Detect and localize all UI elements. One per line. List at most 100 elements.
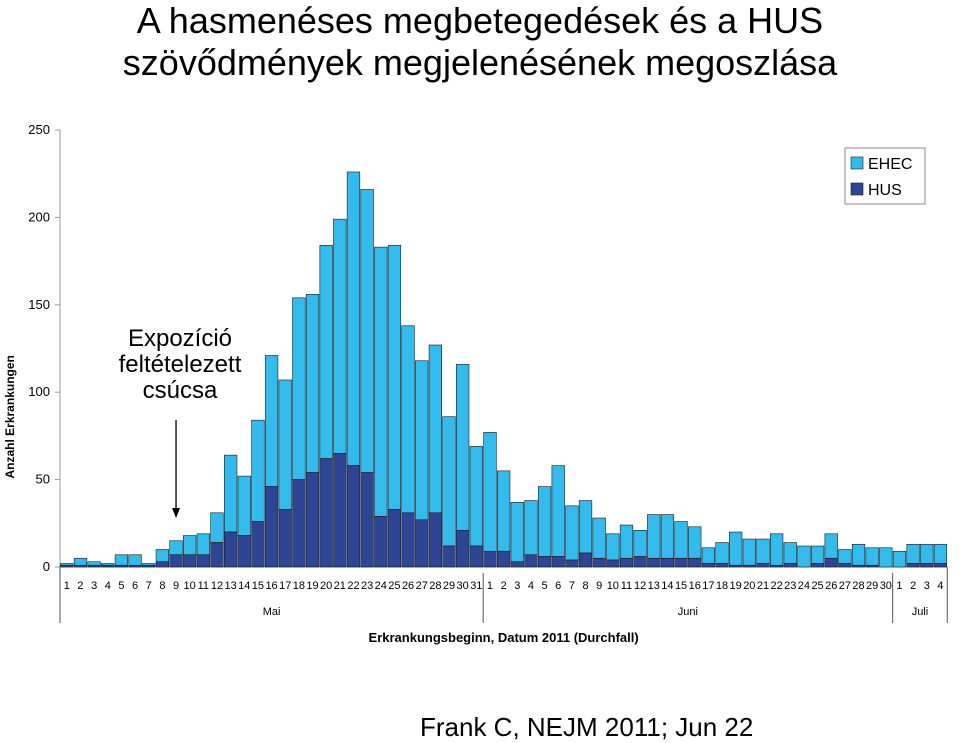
bar-ehec	[606, 533, 620, 561]
bar-ehec	[483, 432, 497, 552]
bar-hus	[688, 557, 702, 568]
slide-title: A hasmenéses megbetegedések és a HUS szö…	[0, 0, 960, 84]
x-tick-label: 15	[252, 580, 264, 592]
bar-ehec	[251, 419, 265, 522]
bar-ehec	[415, 360, 429, 521]
legend-label-ehec: EHEC	[868, 156, 912, 173]
x-tick-label: 29	[443, 580, 455, 592]
bar-hus	[783, 563, 797, 568]
month-label: Mai	[263, 606, 281, 618]
bar-hus	[183, 554, 197, 568]
bar-hus	[606, 559, 620, 568]
bar-ehec	[401, 325, 415, 514]
bar-hus	[305, 472, 320, 568]
legend-swatch-hus	[850, 182, 864, 196]
bar-ehec	[496, 470, 511, 552]
bar-hus	[838, 563, 852, 568]
bar-ehec	[155, 549, 170, 563]
x-tick-label: 20	[320, 580, 332, 592]
y-axis-label: Anzahl Erkrankungen	[3, 355, 17, 478]
bar-ehec	[551, 465, 565, 557]
bar-hus	[510, 561, 524, 568]
bar-hus	[715, 563, 729, 568]
x-tick-label: 8	[582, 580, 588, 592]
x-tick-label: 14	[661, 580, 673, 592]
bar-hus	[319, 458, 333, 568]
bar-ehec	[565, 505, 579, 561]
bar-hus	[660, 557, 675, 568]
bar-hus	[101, 564, 115, 568]
bar-hus	[155, 561, 170, 568]
y-tick-label: 50	[36, 472, 50, 487]
x-tick-label: 4	[105, 580, 111, 592]
bar-hus	[87, 564, 101, 568]
bar-hus	[824, 557, 838, 568]
x-tick-label: 11	[621, 580, 632, 592]
bar-hus	[210, 542, 224, 568]
bar-ehec	[824, 533, 838, 559]
bar-ehec	[647, 514, 661, 559]
x-tick-label: 4	[937, 580, 943, 592]
x-tick-label: 26	[825, 580, 837, 592]
x-tick-label: 5	[542, 580, 548, 592]
bar-ehec	[892, 550, 907, 568]
x-tick-label: 9	[596, 580, 602, 592]
x-tick-label: 3	[91, 580, 97, 592]
bar-ehec	[879, 547, 893, 568]
x-tick-label: 29	[866, 580, 878, 592]
x-tick-label: 20	[743, 580, 755, 592]
bar-ehec	[715, 542, 729, 564]
x-tick-label: 28	[852, 580, 864, 592]
bar-ehec	[633, 529, 647, 557]
bar-hus	[142, 564, 156, 568]
x-tick-label: 30	[880, 580, 892, 592]
bar-hus	[428, 512, 442, 568]
bar-ehec	[73, 557, 88, 566]
bar-hus	[729, 564, 743, 568]
bar-ehec	[346, 171, 361, 466]
bar-ehec	[278, 379, 292, 510]
y-tick-label: 0	[43, 559, 50, 574]
bar-hus	[524, 554, 538, 568]
bar-ehec	[360, 189, 374, 473]
bar-ehec	[920, 543, 934, 564]
bar-hus	[537, 556, 552, 568]
x-tick-label: 4	[528, 580, 534, 592]
bar-hus	[196, 554, 210, 568]
x-tick-label: 6	[132, 580, 138, 592]
x-tick-label: 22	[347, 580, 359, 592]
bar-ehec	[292, 297, 306, 480]
bar-hus	[865, 564, 879, 568]
bar-ehec	[510, 502, 524, 563]
x-tick-label: 10	[607, 580, 619, 592]
bar-ehec	[851, 543, 866, 566]
x-tick-label: 17	[702, 580, 714, 592]
x-tick-label: 27	[839, 580, 851, 592]
x-tick-label: 24	[375, 580, 387, 592]
x-tick-label: 22	[771, 580, 783, 592]
bar-ehec	[578, 500, 593, 554]
bar-hus	[387, 509, 402, 568]
y-tick-label: 200	[28, 209, 50, 224]
bar-hus	[933, 563, 948, 568]
x-tick-label: 3	[514, 580, 520, 592]
x-tick-label: 1	[487, 580, 493, 592]
bar-hus	[60, 564, 74, 568]
bar-ehec	[469, 446, 483, 547]
bar-ehec	[729, 531, 743, 566]
bar-ehec	[524, 500, 538, 556]
bar-ehec	[742, 538, 756, 566]
bar-hus	[401, 512, 415, 568]
bar-ehec	[701, 547, 715, 564]
legend-swatch-ehec	[850, 156, 864, 170]
bar-hus	[128, 564, 142, 568]
bar-hus	[565, 559, 579, 568]
exposure-peak-annotation: Expozíció feltételezett csúcsa	[80, 326, 280, 404]
bar-hus	[756, 563, 770, 568]
x-tick-label: 21	[334, 580, 346, 592]
bar-ehec	[374, 246, 388, 517]
bar-ehec	[688, 526, 702, 559]
x-tick-label: 18	[716, 580, 728, 592]
x-tick-label: 23	[361, 580, 373, 592]
